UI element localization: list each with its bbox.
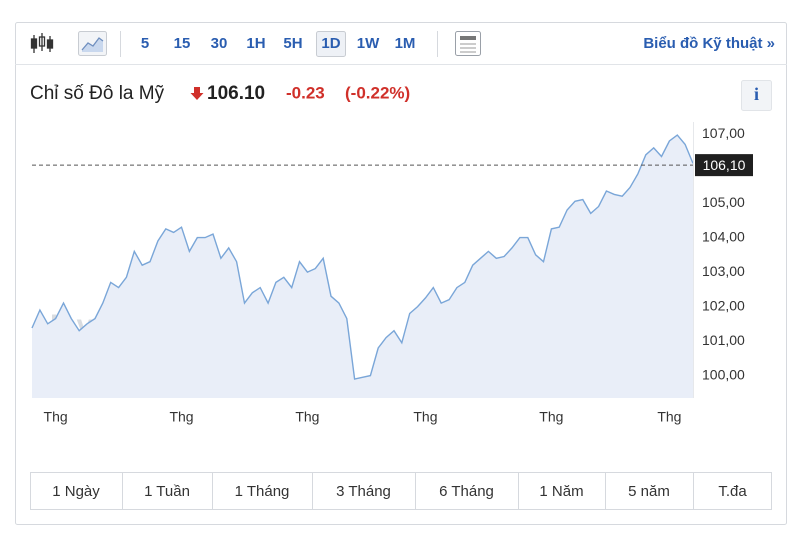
chart: Investing.com100,00101,00102,00103,00104…	[31, 122, 753, 425]
last-price-tag	[695, 154, 753, 177]
change: -0.23	[286, 83, 325, 102]
y-tick-label: 102,00	[702, 297, 745, 313]
y-tick-label: 100,00	[702, 366, 745, 382]
down-arrow	[190, 87, 204, 100]
range-bar	[30, 472, 772, 510]
area	[32, 135, 693, 398]
x-tick-label: Thg	[539, 409, 563, 425]
interval-button[interactable]: 1W	[357, 35, 380, 52]
price: 106.10	[207, 83, 265, 104]
interval-button[interactable]: 1H	[246, 35, 265, 52]
x-tick-label: Thg	[295, 409, 319, 425]
interval-button[interactable]: 5	[141, 35, 149, 52]
last-price-label: 106,10	[703, 157, 746, 173]
range-button[interactable]: T.đa	[718, 483, 747, 500]
x-tick-label: Thg	[44, 409, 68, 425]
y-tick-label: 103,00	[702, 263, 745, 279]
technical-link[interactable]: Biểu đồ Kỹ thuật »	[643, 35, 775, 52]
instrument-name: Chỉ số Đô la Mỹ	[30, 83, 165, 104]
range-button[interactable]: 5 năm	[628, 483, 670, 500]
range-button[interactable]: 6 Tháng	[439, 483, 494, 500]
range-button[interactable]: 1 Tuần	[144, 483, 190, 500]
price-line	[31, 134, 694, 380]
interval-button[interactable]: 30	[211, 35, 228, 52]
y-tick-label: 101,00	[702, 332, 745, 348]
frame	[15, 22, 787, 525]
change-percent: (-0.22%)	[345, 83, 410, 102]
x-tick-label: Thg	[413, 409, 437, 425]
interval-button[interactable]: 15	[174, 35, 191, 52]
x-tick-label: Thg	[169, 409, 193, 425]
range-button[interactable]: 1 Năm	[539, 483, 583, 500]
y-tick-label: 104,00	[702, 228, 745, 244]
info-label[interactable]: i	[754, 84, 759, 104]
table-icon[interactable]	[455, 31, 481, 56]
range-button[interactable]: 1 Ngày	[52, 483, 100, 500]
interval-button[interactable]: 1M	[395, 35, 416, 52]
range-button[interactable]: 3 Tháng	[336, 483, 391, 500]
range-button[interactable]: 1 Tháng	[235, 483, 290, 500]
candle-icon[interactable]	[30, 33, 54, 53]
x-tick-label: Thg	[657, 409, 681, 425]
interval-button[interactable]: 1D	[321, 35, 340, 52]
y-tick-label: 105,00	[702, 194, 745, 210]
interval-button[interactable]: 5H	[283, 35, 302, 52]
area-icon[interactable]	[78, 31, 107, 56]
info-button[interactable]	[741, 80, 772, 111]
y-tick-label: 107,00	[702, 125, 745, 141]
active-interval	[316, 31, 346, 57]
